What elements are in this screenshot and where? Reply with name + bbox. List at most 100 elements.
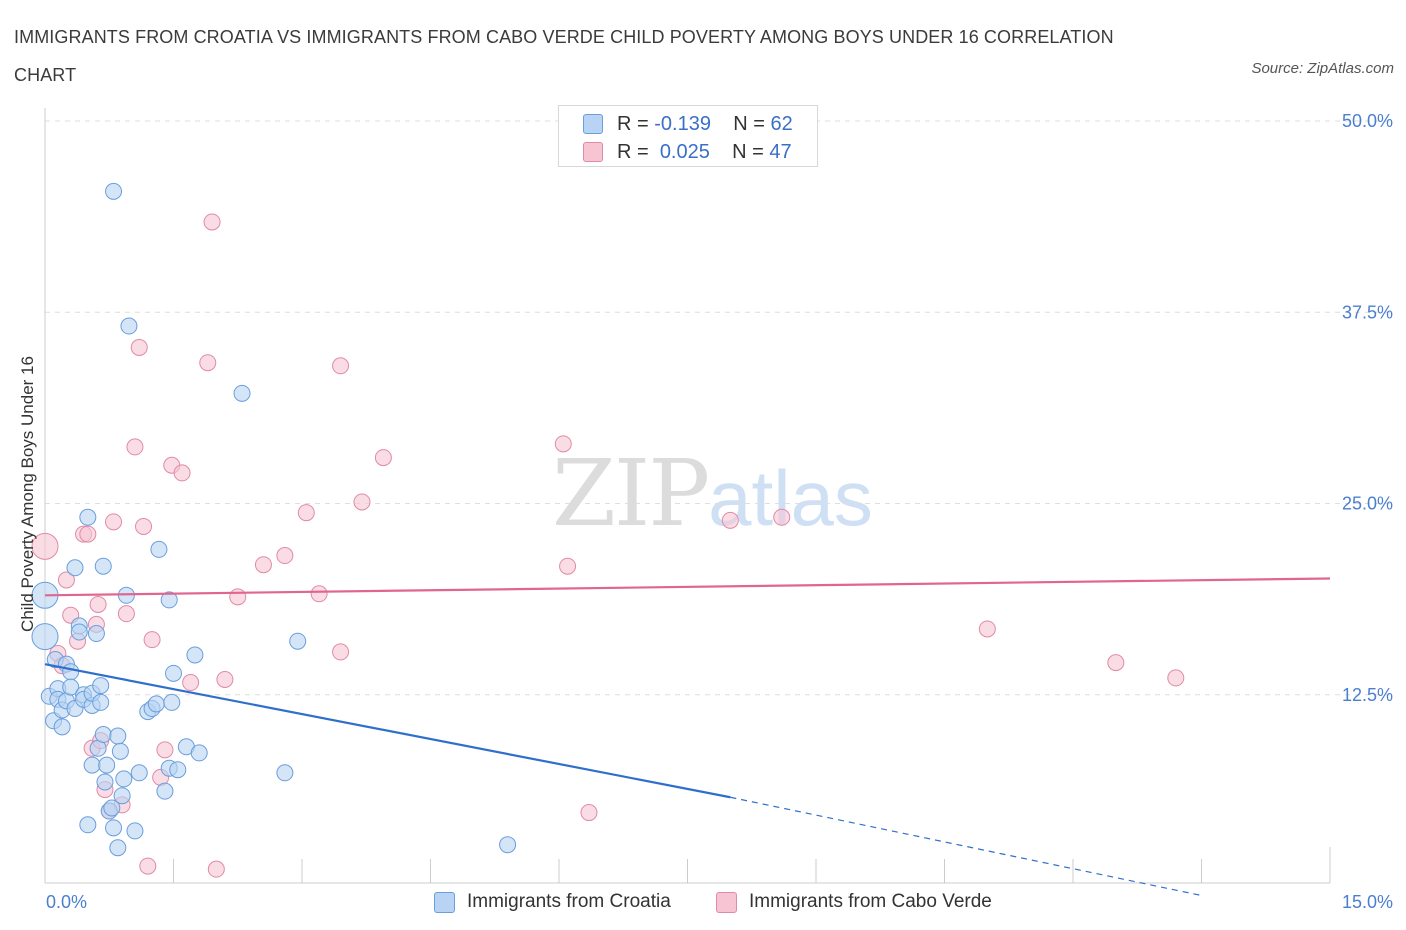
croatia-trend-extension — [730, 796, 1202, 897]
cabo-verde-point — [353, 493, 371, 511]
r-label: R = — [617, 140, 649, 163]
n-value: 47 — [769, 140, 792, 163]
croatia-point — [276, 764, 294, 782]
x-tick-label: 0.0% — [46, 892, 87, 912]
cabo-verde-point — [130, 338, 148, 356]
y-tick-label: 12.5% — [1342, 685, 1393, 705]
croatia-point — [165, 664, 182, 682]
y-tick-label: 37.5% — [1342, 302, 1393, 322]
n-label: N = — [732, 140, 764, 163]
croatia-point — [156, 782, 174, 800]
r-value: -0.139 — [654, 112, 711, 135]
croatia-point — [83, 756, 101, 774]
source-label: Source: ZipAtlas.com — [1251, 60, 1394, 77]
croatia-point — [105, 819, 123, 837]
croatia-point — [92, 677, 110, 695]
grid-lines — [45, 120, 1395, 696]
legend-label: Immigrants from Croatia — [467, 891, 671, 912]
cabo-verde-point — [721, 511, 739, 529]
watermark-zip: ZIP — [552, 440, 710, 547]
stats-row-cabo-verde: R = 0.025 N = 47 — [583, 138, 792, 166]
cabo-verde-point — [1107, 654, 1125, 672]
cabo-verde-point — [199, 354, 217, 372]
croatia-point — [233, 384, 251, 402]
cabo-verde-point — [139, 857, 157, 875]
cabo-verde-point — [143, 631, 161, 649]
croatia-point — [70, 623, 88, 641]
croatia-point — [109, 839, 127, 857]
croatia-point — [53, 718, 71, 736]
axes — [44, 108, 1331, 884]
n-label: N = — [733, 112, 765, 135]
croatia-point — [31, 623, 59, 651]
cabo-verde-point — [105, 513, 123, 531]
croatia-point — [109, 727, 127, 745]
croatia-point — [289, 632, 307, 650]
cabo-verde-point — [254, 556, 272, 574]
croatia-point — [94, 557, 112, 575]
cabo-verde-point — [57, 571, 75, 589]
chart-title: IMMIGRANTS FROM CROATIA VS IMMIGRANTS FR… — [14, 27, 1114, 85]
cabo-verde-point — [580, 804, 598, 822]
croatia-point — [190, 744, 208, 762]
trend-lines — [44, 577, 1331, 897]
cabo-verde-point — [554, 435, 572, 453]
x-tick-label: 15.0% — [1342, 892, 1393, 912]
cabo-verde-point — [374, 449, 392, 467]
cabo-verde-point — [89, 595, 107, 613]
cabo-verde-point — [1167, 669, 1185, 687]
data-points — [31, 182, 1185, 878]
cabo-verde-point — [79, 525, 97, 543]
stats-legend: R = -0.139 N = 62 R = 0.025 N = 47 — [558, 105, 818, 167]
croatia-point — [79, 508, 97, 526]
y-tick-label: 50.0% — [1342, 111, 1393, 131]
croatia-point — [150, 540, 168, 558]
croatia-point — [103, 799, 121, 817]
axis-labels: 12.5% 25.0% 37.5% 50.0% 0.0% 15.0% Child Pover… — [18, 111, 1393, 912]
croatia-point — [94, 726, 112, 744]
cabo-verde-point — [135, 517, 153, 535]
cabo-verde-swatch — [583, 142, 603, 162]
croatia-point — [130, 764, 148, 782]
croatia-point — [147, 695, 165, 713]
croatia-point — [62, 663, 80, 681]
cabo-verde-point — [182, 674, 200, 692]
cabo-verde-point — [216, 670, 234, 688]
legend-item-cabo-verde[interactable]: Immigrants from Cabo Verde — [716, 888, 992, 916]
series-legend: Immigrants from Croatia Immigrants from … — [0, 888, 1406, 916]
cabo-verde-point — [310, 585, 328, 603]
legend-label: Immigrants from Cabo Verde — [749, 891, 992, 912]
croatia-point — [126, 822, 144, 840]
croatia-trend-line — [44, 663, 731, 799]
cabo-verde-point — [297, 504, 315, 522]
y-tick-label: 25.0% — [1342, 494, 1393, 514]
r-label: R = — [617, 112, 649, 135]
croatia-point — [92, 693, 110, 711]
cabo-verde-point — [203, 213, 221, 231]
cabo-verde-point — [229, 588, 247, 606]
croatia-point — [169, 761, 187, 779]
cabo-verde-swatch — [716, 891, 737, 913]
croatia-point — [87, 625, 105, 643]
cabo-verde-point — [31, 532, 59, 560]
croatia-point — [120, 317, 138, 335]
legend-item-croatia[interactable]: Immigrants from Croatia — [434, 888, 671, 916]
croatia-point — [115, 770, 133, 788]
cabo-verde-point — [978, 620, 996, 638]
croatia-point — [111, 742, 129, 760]
croatia-point — [66, 559, 84, 577]
croatia-point — [499, 836, 517, 854]
cabo-verde-point — [173, 464, 191, 482]
croatia-point — [96, 773, 114, 791]
croatia-point — [62, 678, 80, 696]
cabo-verde-point — [332, 357, 350, 375]
croatia-point — [160, 591, 178, 609]
cabo-verde-point — [117, 605, 135, 623]
croatia-point — [79, 816, 97, 834]
croatia-point — [105, 182, 123, 200]
cabo-verde-point — [126, 438, 144, 456]
cabo-verde-point — [207, 860, 225, 878]
watermark: ZIPatlas — [552, 440, 873, 547]
n-value: 62 — [770, 112, 793, 135]
